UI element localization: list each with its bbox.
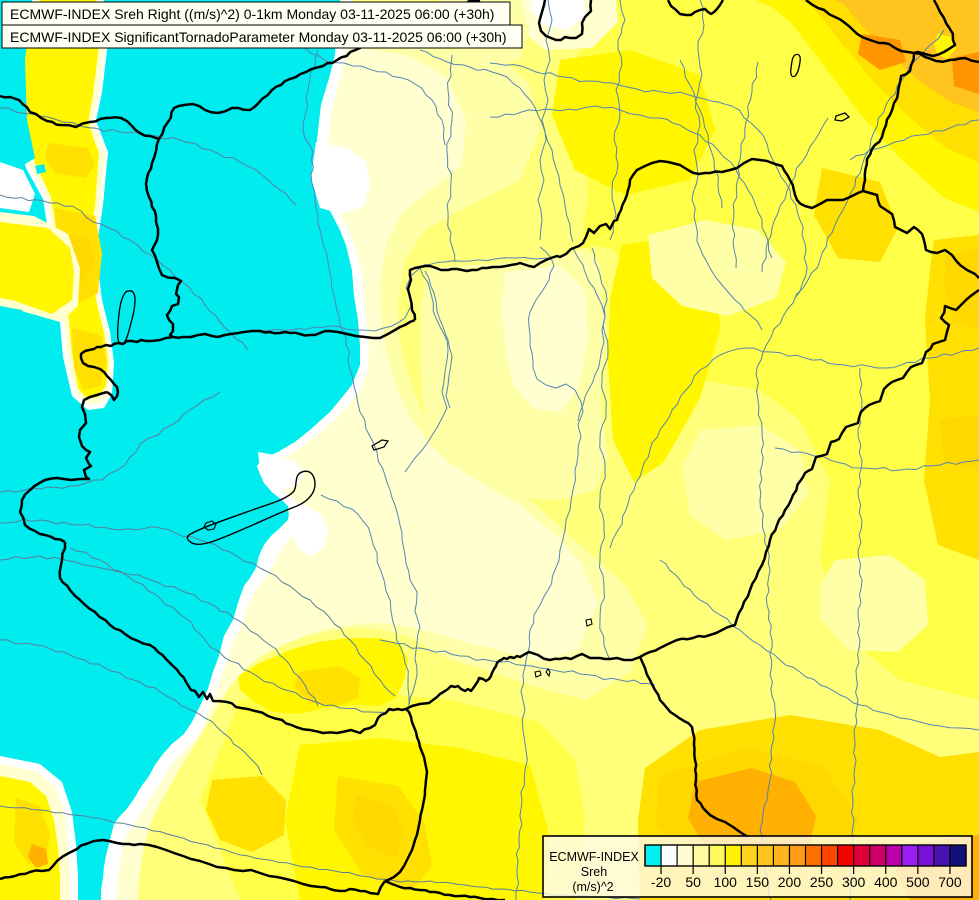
svg-text:(m/s)^2: (m/s)^2 xyxy=(572,880,613,894)
svg-text:100: 100 xyxy=(714,874,738,890)
svg-text:400: 400 xyxy=(874,874,898,890)
svg-text:700: 700 xyxy=(938,874,962,890)
svg-text:ECMWF-INDEX SignificantTornado: ECMWF-INDEX SignificantTornadoParameter … xyxy=(10,29,507,45)
svg-text:-20: -20 xyxy=(651,874,671,890)
svg-text:300: 300 xyxy=(842,874,866,890)
svg-text:250: 250 xyxy=(810,874,834,890)
svg-text:Sreh: Sreh xyxy=(581,865,607,879)
svg-text:50: 50 xyxy=(685,874,701,890)
svg-text:ECMWF-INDEX Sreh Right ((m/s)^: ECMWF-INDEX Sreh Right ((m/s)^2) 0-1km M… xyxy=(10,6,494,22)
svg-text:150: 150 xyxy=(746,874,770,890)
svg-text:ECMWF-INDEX: ECMWF-INDEX xyxy=(549,850,639,864)
svg-text:200: 200 xyxy=(778,874,802,890)
svg-text:500: 500 xyxy=(906,874,930,890)
